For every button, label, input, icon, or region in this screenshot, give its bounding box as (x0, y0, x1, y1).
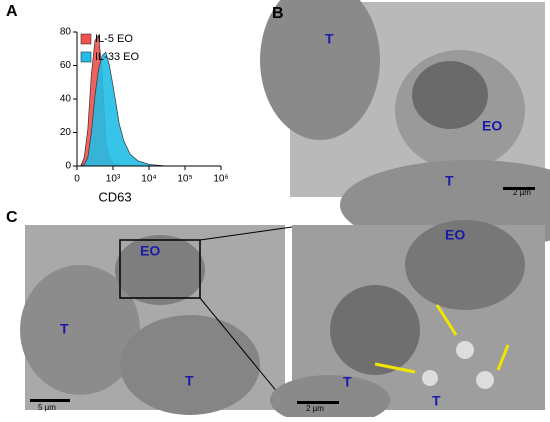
x-tick-label: 10³ (106, 174, 121, 185)
legend-swatch (80, 51, 92, 63)
cell-label: T (445, 173, 454, 189)
y-tick-label: 60 (60, 60, 72, 71)
micrograph-c-right: EO T T 2 µm (270, 220, 545, 422)
scale-bar-label: 5 µm (38, 403, 56, 412)
scale-bar-label: 2 µm (513, 188, 531, 197)
x-tick-label: 10⁵ (177, 174, 192, 185)
y-tick-label: 40 (60, 94, 72, 105)
panel-label: C (6, 209, 18, 226)
micrograph-b: B T EO T 2 µm (260, 0, 550, 250)
legend-label: IL-33 EO (95, 51, 139, 63)
micrograph-c-left: C EO T T 5 µm (6, 209, 293, 415)
cell-label: T (185, 373, 194, 389)
x-axis-label: CD63 (98, 189, 131, 204)
y-tick-label: 20 (60, 127, 72, 138)
cell-label: EO (140, 243, 160, 259)
scale-bar-label: 2 µm (306, 404, 324, 413)
cell-label: T (343, 374, 352, 390)
histogram-area (77, 51, 221, 167)
cell-label: T (432, 393, 441, 409)
x-tick-label: 10⁴ (141, 174, 156, 185)
cell-label: EO (445, 227, 465, 243)
x-tick-label: 0 (74, 174, 80, 185)
panel-label: A (6, 3, 18, 20)
y-tick-label: 80 (60, 27, 72, 38)
cell-label: EO (482, 118, 502, 134)
panel-label: B (272, 5, 284, 22)
cell-label: T (325, 31, 334, 47)
y-tick-label: 0 (65, 161, 71, 172)
cell-label: T (60, 321, 69, 337)
x-tick-label: 10⁶ (213, 174, 228, 185)
legend-label: IL-5 EO (95, 33, 133, 45)
legend-swatch (80, 33, 92, 45)
